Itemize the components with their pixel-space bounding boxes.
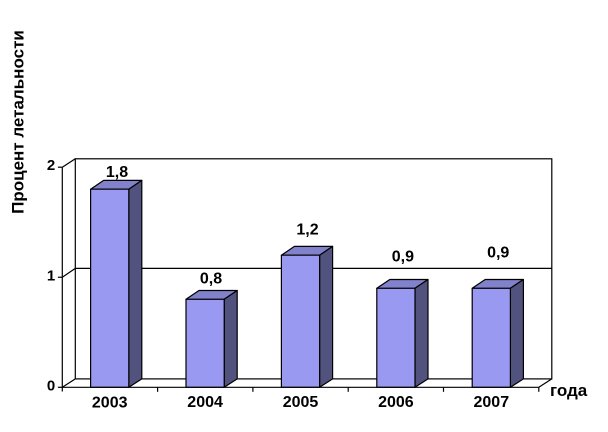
svg-text:0: 0 (47, 377, 55, 394)
svg-text:2006: 2006 (378, 394, 414, 411)
svg-text:года: года (550, 381, 588, 400)
svg-text:2003: 2003 (92, 395, 128, 412)
svg-text:1,8: 1,8 (106, 164, 128, 181)
svg-text:1,2: 1,2 (296, 221, 318, 238)
svg-text:1: 1 (47, 267, 55, 284)
svg-text:Процент летальности: Процент летальности (9, 30, 28, 214)
svg-text:0,9: 0,9 (392, 249, 414, 266)
svg-text:2: 2 (47, 157, 55, 174)
svg-text:2005: 2005 (283, 394, 319, 411)
svg-text:0,8: 0,8 (200, 271, 222, 288)
svg-text:2004: 2004 (187, 394, 223, 411)
svg-text:0,9: 0,9 (487, 245, 509, 262)
svg-text:2007: 2007 (474, 394, 510, 411)
